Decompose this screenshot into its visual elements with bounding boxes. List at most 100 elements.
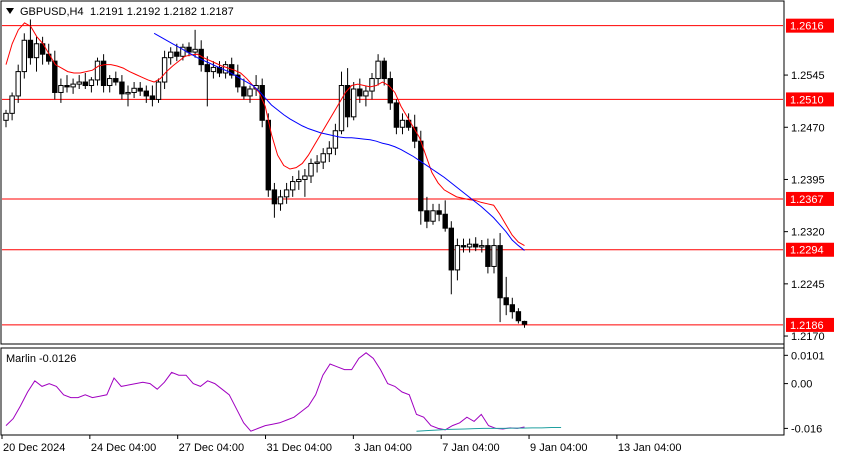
time-tick-label: 13 Jan 04:00 (618, 442, 682, 454)
time-tick-label: 24 Dec 04:00 (91, 442, 156, 454)
candle-body (82, 81, 88, 87)
candle-body (448, 227, 455, 271)
level-label: 1.2294 (790, 245, 824, 257)
price-pane-frame (0, 0, 785, 345)
level-label: 1.2616 (790, 21, 824, 33)
candles-layer (3, 19, 528, 328)
candle-body (485, 245, 491, 267)
price-tick-label: 1.2395 (791, 174, 825, 186)
level-label-bg (786, 18, 834, 33)
candle-body (125, 91, 131, 95)
candle-body (265, 119, 272, 191)
level-label: 1.2510 (790, 94, 824, 106)
time-tick-label: 7 Jan 04:00 (442, 442, 500, 454)
candle-body (515, 311, 522, 322)
candle-body (3, 112, 9, 121)
time-tick-label: 31 Dec 04:00 (267, 442, 332, 454)
candle-body (27, 39, 34, 59)
candle-body (277, 196, 284, 205)
price-tick-label: 1.2545 (791, 70, 825, 82)
candle-body (204, 64, 211, 73)
candle-body (198, 48, 204, 66)
candle-body (180, 46, 186, 57)
candle-body (521, 320, 528, 325)
candle-body (442, 213, 448, 229)
candle-body (15, 71, 21, 97)
time-tick-label: 27 Dec 04:00 (179, 442, 244, 454)
price-tick-label: 1.2320 (791, 227, 825, 239)
candle-body (21, 39, 28, 73)
candle-body (271, 189, 278, 205)
osc-tick-label: 0.00 (791, 379, 812, 391)
candle-body (64, 85, 70, 88)
candle-body (247, 88, 253, 97)
oscillator-pane-frame (0, 347, 785, 436)
candle-body (460, 245, 467, 248)
osc-tick-label: -0.016 (791, 423, 822, 435)
red-moving-average (5, 22, 525, 247)
candle-body (70, 83, 76, 88)
candle-body (290, 181, 296, 191)
candle-body (9, 95, 15, 114)
level-label: 1.2367 (790, 194, 824, 206)
candle-body (399, 119, 406, 128)
candle-body (479, 245, 485, 248)
candle-body (314, 161, 320, 164)
candle-body (393, 102, 400, 128)
candle-body (222, 64, 229, 74)
candle-body (491, 245, 497, 267)
candle-body (168, 51, 174, 59)
candle-body (412, 126, 418, 142)
symbol-menu-icon[interactable] (6, 8, 14, 14)
oscillator-layer: 0.0101 0.00 -0.016 (5, 350, 825, 435)
symbol-label: GBPUSD,H4 (20, 6, 84, 18)
osc-tick-label: 0.0101 (791, 350, 825, 362)
candle-body (174, 51, 180, 57)
candle-body (387, 78, 394, 104)
candle-body (363, 90, 369, 97)
candle-body (430, 210, 436, 222)
candle-body (149, 95, 156, 100)
candle-body (466, 243, 473, 248)
candle-body (308, 162, 314, 177)
moving-averages-layer (5, 22, 525, 251)
ohlc-readout: 1.2191 1.2192 1.2182 1.2187 (90, 6, 234, 18)
blue-moving-average (153, 32, 525, 251)
candle-body (296, 178, 302, 183)
candle-body (241, 86, 247, 97)
candle-body (88, 79, 95, 87)
candle-body (473, 243, 479, 248)
price-axis: 1.2545 1.2470 1.2395 1.2320 1.2245 1.2170 1.26… (784, 18, 834, 343)
candle-body (186, 46, 192, 53)
price-tick-label: 1.2170 (791, 331, 825, 343)
time-tick-label: 20 Dec 2024 (3, 442, 65, 454)
price-tick-label: 1.2470 (791, 122, 825, 134)
level-label-bg (786, 92, 834, 107)
time-tick-label: 9 Jan 04:00 (530, 442, 588, 454)
candle-body (131, 87, 137, 93)
candle-body (375, 60, 381, 80)
candle-body (113, 78, 119, 83)
candle-body (369, 78, 375, 92)
level-label: 1.2186 (790, 320, 824, 332)
level-label-bg (786, 317, 834, 332)
candle-body (436, 210, 442, 215)
candle-body (235, 74, 241, 88)
candle-body (76, 81, 82, 85)
candle-body (509, 304, 516, 313)
candle-body (320, 153, 326, 163)
candle-body (381, 60, 387, 80)
candle-body (344, 85, 351, 118)
candle-body (192, 48, 198, 53)
candle-body (100, 60, 107, 87)
price-tick-label: 1.2245 (791, 279, 825, 291)
candle-body (332, 130, 339, 149)
candle-body (418, 140, 424, 212)
candle-body (107, 78, 113, 87)
candle-body (155, 81, 162, 100)
level-label-bg (786, 191, 834, 206)
candle-body (357, 88, 363, 97)
candle-body (58, 85, 64, 93)
